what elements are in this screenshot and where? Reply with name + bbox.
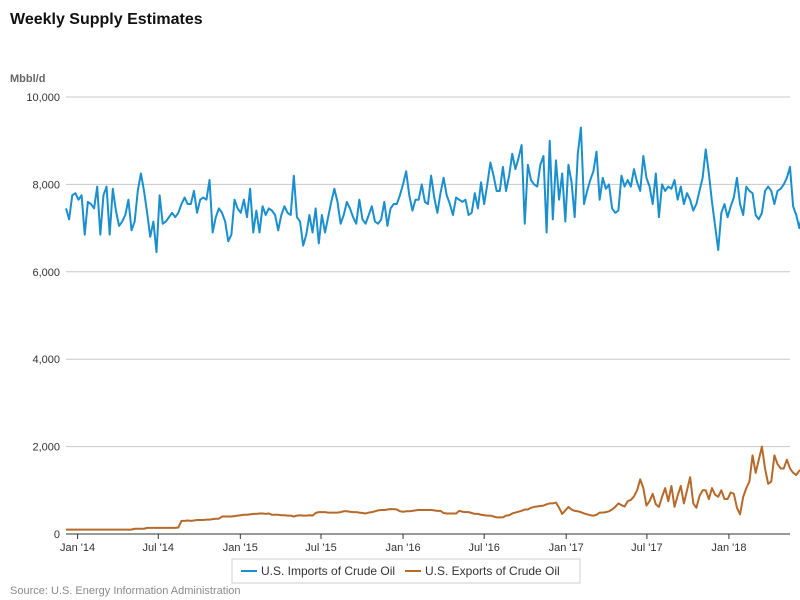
x-tick-label: Jul '14 [143, 542, 174, 554]
y-tick-label: 4,000 [32, 354, 60, 366]
y-axis-unit: Mbbl/d [10, 73, 45, 85]
x-tick-label: Jul '17 [631, 542, 662, 554]
y-tick-label: 0 [54, 529, 60, 541]
y-tick-label: 8,000 [32, 179, 60, 191]
x-tick-label: Jul '16 [468, 542, 499, 554]
x-tick-label: Jan '14 [60, 542, 95, 554]
series-lines [65, 126, 800, 531]
y-tick-label: 2,000 [32, 442, 60, 454]
x-tick-label: Jul '15 [305, 542, 336, 554]
x-tick-label: Jan '17 [549, 542, 584, 554]
legend-label-exports: U.S. Exports of Crude Oil [425, 564, 560, 578]
x-axis: Jan '14 Jul '14 Jan '15 Jul '15 Jan '16 Jul '… [60, 533, 790, 554]
legend-label-imports: U.S. Imports of Crude Oil [261, 564, 395, 578]
legend-item-exports[interactable]: U.S. Exports of Crude Oil [405, 564, 560, 578]
x-tick-label: Jan '16 [385, 542, 420, 554]
legend-item-imports[interactable]: U.S. Imports of Crude Oil [241, 564, 395, 578]
chart-title: Weekly Supply Estimates [10, 11, 203, 28]
source-note: Source: U.S. Energy Information Administ… [10, 585, 241, 597]
x-tick-label: Jan '18 [711, 542, 746, 554]
series-line-exports[interactable] [66, 431, 800, 531]
legend[interactable]: U.S. Imports of Crude Oil U.S. Exports o… [231, 558, 581, 584]
series-line-imports[interactable] [65, 126, 800, 254]
y-tick-label: 10,000 [26, 92, 60, 104]
x-tick-label: Jan '15 [223, 542, 258, 554]
y-axis-ticks: 0 2,000 4,000 6,000 8,000 10,000 [26, 92, 60, 541]
y-tick-label: 6,000 [32, 267, 60, 279]
gridlines [66, 96, 790, 448]
